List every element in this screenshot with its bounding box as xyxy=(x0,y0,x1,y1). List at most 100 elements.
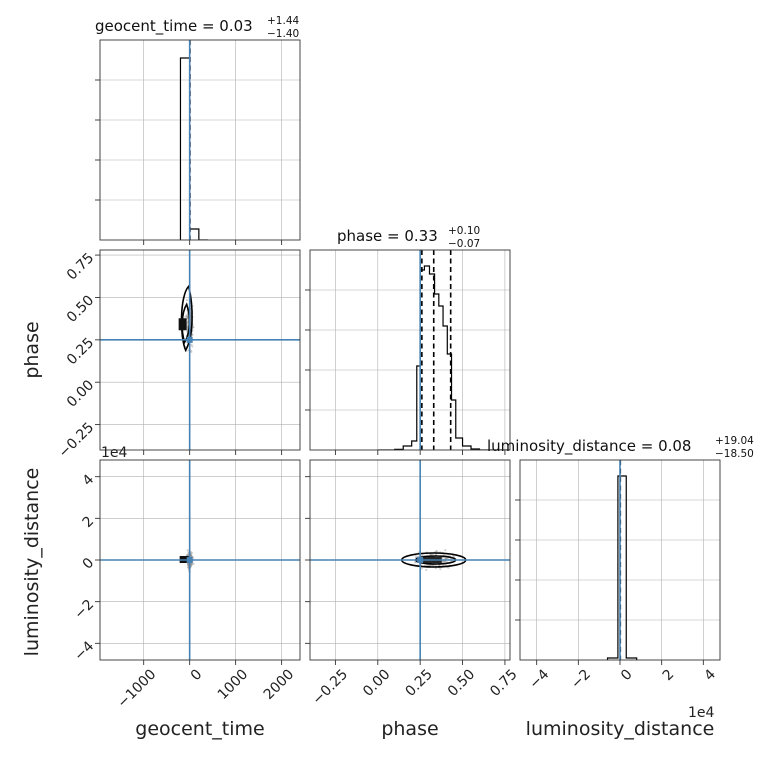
title-phase-label: phase xyxy=(337,227,382,245)
sample-point xyxy=(186,315,189,319)
svg-text:geocent_time = 0.03: geocent_time = 0.03 xyxy=(95,17,253,36)
ylabel-phase: phase xyxy=(21,321,43,378)
tick-label-y-luminosity_distance: −2 xyxy=(71,597,97,623)
truth-marker xyxy=(186,557,193,563)
xlabel-luminosity-distance: luminosity_distance xyxy=(526,718,715,740)
ylabel-luminosity-distance: luminosity_distance xyxy=(21,468,43,657)
sample-point xyxy=(186,553,189,556)
sample-point xyxy=(420,567,423,570)
tick-label-y-phase: 0.75 xyxy=(64,250,97,283)
sample-point xyxy=(186,316,189,319)
title-phase-plus: +0.10 xyxy=(448,225,480,237)
title-phase-minus: −0.07 xyxy=(448,238,480,250)
panel-phase-phase xyxy=(305,249,511,455)
tick-label-y-luminosity_distance: 2 xyxy=(80,513,98,531)
sample-point xyxy=(434,564,437,567)
sample-point xyxy=(431,553,434,556)
panel-frame xyxy=(99,459,301,661)
tick-label-y-luminosity_distance: −4 xyxy=(71,638,97,664)
title-phase: phase = 0.33 +0.10 −0.07 xyxy=(337,225,480,250)
sample-point xyxy=(414,556,417,559)
panel-frame xyxy=(99,39,301,241)
sample-point xyxy=(429,564,432,567)
panel-geocent_time-phase: −0.25 0.00 0.25 0.50 0.75 xyxy=(56,249,301,462)
sample-point xyxy=(444,548,447,552)
tick-label-y-phase: −0.25 xyxy=(56,420,98,462)
sample-point xyxy=(442,560,446,563)
truth-marker xyxy=(417,557,424,563)
panel-frame xyxy=(309,459,511,661)
panel-luminosity_distance-luminosity_distance: −4 −2 0 2 4 xyxy=(515,459,721,692)
panel-geocent_time-geocent_time xyxy=(95,39,301,245)
title-luminosity-distance-plus: +19.04 xyxy=(715,435,754,447)
title-luminosity-distance-label: luminosity_distance xyxy=(487,437,636,456)
sample-point xyxy=(186,563,190,566)
tick-label-x-phase: 0.00 xyxy=(360,666,393,699)
tick-label-x-geocent_time: 1000 xyxy=(215,666,252,703)
sample-point xyxy=(444,557,447,560)
svg-text:luminosity_distance = 0.08: luminosity_distance = 0.08 xyxy=(487,437,691,456)
title-phase-median: 0.33 xyxy=(404,227,437,245)
sample-point xyxy=(436,550,439,553)
panel-geocent_time-luminosity_distance: −1000 0 1000 2000 −4 −2 0 2 4 xyxy=(71,459,301,711)
title-geocent-time-plus: +1.44 xyxy=(267,15,299,27)
tick-label-y-luminosity_distance: 0 xyxy=(80,555,98,573)
title-geocent-time-median: 0.03 xyxy=(219,17,252,35)
sample-point xyxy=(184,315,187,319)
title-geocent-time: geocent_time = 0.03 +1.44 −1.40 xyxy=(95,15,299,40)
sample-point xyxy=(190,563,193,566)
sample-point xyxy=(425,563,429,567)
sample-point xyxy=(430,553,433,556)
sample-point xyxy=(425,568,428,572)
sample-point xyxy=(192,325,195,329)
tick-label-x-phase: −0.25 xyxy=(309,666,351,708)
sample-point xyxy=(190,350,193,354)
tick-label-x-luminosity_distance: 0 xyxy=(618,666,636,684)
tick-label-x-luminosity_distance: 4 xyxy=(701,666,719,684)
offset-label-x-luminosity-distance: 1e4 xyxy=(688,705,715,721)
sample-point xyxy=(187,562,190,566)
sample-point xyxy=(186,316,189,319)
tick-label-y-phase: 0.50 xyxy=(64,292,97,325)
sample-point xyxy=(435,550,438,553)
title-geocent-time-label: geocent_time xyxy=(95,17,197,36)
svg-text:phase = 0.33: phase = 0.33 xyxy=(337,227,438,245)
tick-label-x-phase: 0.75 xyxy=(487,666,520,699)
title-luminosity-distance-median: 0.08 xyxy=(658,437,691,455)
panel-frame xyxy=(309,249,511,451)
sample-point xyxy=(190,554,193,557)
sample-point xyxy=(191,563,194,566)
title-geocent-time-minus: −1.40 xyxy=(267,28,299,40)
sample-point xyxy=(190,551,194,554)
sample-point xyxy=(189,562,193,565)
contour-inner xyxy=(181,302,191,345)
tick-label-x-phase: 0.25 xyxy=(403,666,436,699)
sample-point xyxy=(187,566,190,569)
sample-point xyxy=(185,314,188,317)
sample-point xyxy=(186,564,190,567)
sample-point xyxy=(186,562,190,565)
tick-label-x-luminosity_distance: −2 xyxy=(568,666,594,692)
truth-marker xyxy=(186,336,193,343)
histogram-geocent_time xyxy=(179,57,209,240)
sample-point xyxy=(421,553,424,556)
tick-label-x-luminosity_distance: −4 xyxy=(526,666,552,692)
histogram-phase xyxy=(377,265,510,450)
tick-label-x-phase: 0.50 xyxy=(445,666,478,699)
histogram-luminosity_distance xyxy=(606,475,638,660)
tick-label-x-luminosity_distance: 2 xyxy=(660,666,678,684)
sample-point xyxy=(185,315,189,318)
title-luminosity-distance-minus: −18.50 xyxy=(715,448,754,460)
tick-label-y-phase: 0.25 xyxy=(64,335,97,368)
tick-label-x-geocent_time: −1000 xyxy=(115,666,160,711)
density-core xyxy=(178,318,187,331)
sample-point xyxy=(413,561,417,564)
tick-label-x-geocent_time: 2000 xyxy=(261,666,298,703)
title-luminosity-distance: luminosity_distance = 0.08 +19.04 −18.50 xyxy=(487,435,754,460)
sample-point xyxy=(186,549,189,552)
panels-layer: −0.25 0.00 0.25 0.50 0.75 −1000 0 1000 2000 −4 −2 0… xyxy=(56,39,721,711)
panel-frame xyxy=(99,249,301,451)
tick-label-y-luminosity_distance: 4 xyxy=(80,472,98,490)
sample-point xyxy=(185,299,189,302)
